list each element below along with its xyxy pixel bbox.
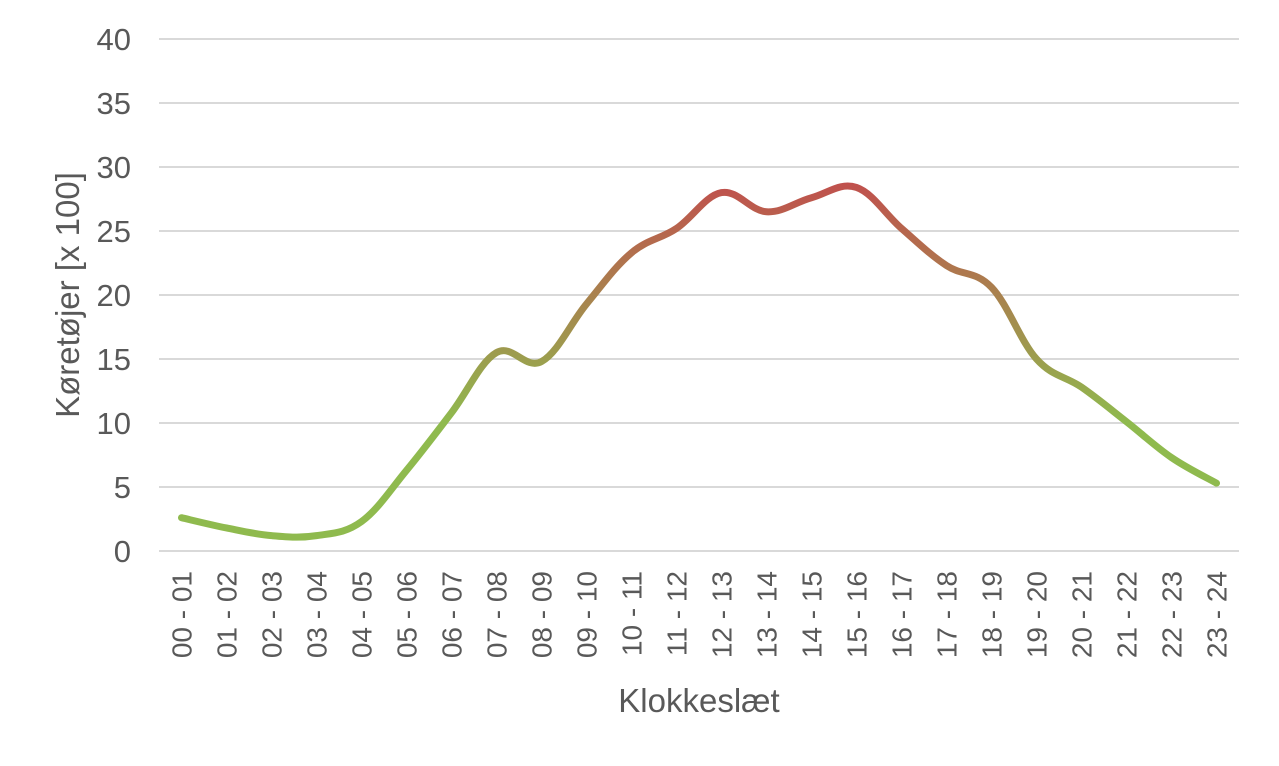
- y-tick-label: 35: [97, 86, 131, 121]
- x-axis-ticks: 00 - 01 01 - 02 02 - 03 03 - 04 04 - 05 05 - …: [167, 571, 1233, 658]
- x-tick-label: 17 - 18: [932, 571, 963, 658]
- x-tick-label: 10 - 11: [617, 571, 648, 656]
- x-tick-label: 03 - 04: [302, 571, 333, 658]
- y-tick-label: 0: [114, 534, 131, 569]
- x-tick-label: 09 - 10: [572, 571, 603, 658]
- x-tick-label: 23 - 24: [1202, 571, 1233, 658]
- x-tick-label: 19 - 20: [1022, 571, 1053, 658]
- x-tick-label: 16 - 17: [887, 571, 918, 658]
- y-tick-label: 10: [97, 406, 131, 441]
- x-tick-label: 14 - 15: [797, 571, 828, 658]
- x-tick-label: 11 - 12: [662, 571, 693, 656]
- series-line: [178, 182, 1220, 541]
- y-tick-label: 40: [97, 22, 131, 57]
- x-tick-label: 13 - 14: [752, 571, 783, 658]
- x-tick-label: 18 - 19: [977, 571, 1008, 658]
- x-tick-label: 20 - 21: [1067, 571, 1098, 658]
- y-tick-label: 30: [97, 150, 131, 185]
- x-tick-label: 22 - 23: [1157, 571, 1188, 658]
- x-tick-label: 12 - 13: [707, 571, 738, 658]
- gridlines: [159, 38, 1239, 552]
- y-tick-label: 20: [97, 278, 131, 313]
- x-tick-label: 21 - 22: [1112, 571, 1143, 658]
- y-tick-label: 25: [97, 214, 131, 249]
- x-tick-label: 06 - 07: [437, 571, 468, 658]
- x-tick-label: 15 - 16: [842, 571, 873, 658]
- y-tick-label: 5: [114, 470, 131, 505]
- x-tick-label: 08 - 09: [527, 571, 558, 658]
- series-layer: [178, 182, 1220, 541]
- y-tick-label: 15: [97, 342, 131, 377]
- x-tick-label: 04 - 05: [347, 571, 378, 658]
- x-tick-label: 01 - 02: [212, 571, 243, 658]
- x-tick-label: 02 - 03: [257, 571, 288, 658]
- x-tick-label: 07 - 08: [482, 571, 513, 658]
- y-axis-ticks: 0 5 10 15 20 25 30 35 40: [97, 22, 131, 569]
- x-tick-label: 00 - 01: [167, 571, 198, 658]
- x-tick-label: 05 - 06: [392, 571, 423, 658]
- y-axis-title: Køretøjer [x 100]: [49, 172, 86, 418]
- x-axis-title: Klokkeslæt: [618, 682, 779, 719]
